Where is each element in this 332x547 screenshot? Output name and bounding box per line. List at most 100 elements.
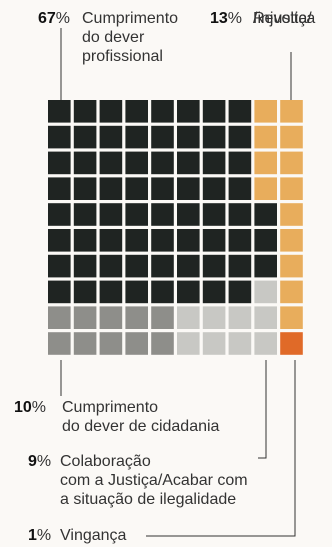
pct-vinganca: 1 — [28, 527, 37, 544]
waffle-cell-dever-profissional — [99, 151, 123, 175]
waffle-cell-colaboracao — [202, 306, 226, 329]
waffle-cell-dever-cidadania — [73, 332, 97, 355]
waffle-cell-dever-profissional — [177, 280, 200, 304]
waffle-cell-dever-profissional — [125, 254, 148, 278]
waffle-cell-revolta — [254, 125, 277, 149]
label-dever-cidadania: 10% Cumprimento do dever de cidadania — [14, 398, 314, 436]
waffle-cell-dever-profissional — [73, 229, 97, 252]
waffle-cell-colaboracao — [254, 306, 277, 329]
pct-dever-cidadania: 10 — [14, 399, 32, 416]
waffle-cell-dever-profissional — [48, 229, 71, 252]
waffle-cell-dever-profissional — [48, 280, 71, 304]
waffle-cell-dever-profissional — [177, 100, 200, 123]
waffle-cell-dever-profissional — [99, 100, 123, 123]
waffle-cell-dever-profissional — [177, 203, 200, 226]
waffle-cell-dever-profissional — [99, 203, 123, 226]
waffle-cell-dever-profissional — [99, 177, 123, 200]
waffle-cell-dever-profissional — [228, 280, 252, 304]
waffle-cell-dever-profissional — [228, 177, 252, 200]
pct-sign: % — [36, 453, 52, 470]
waffle-cell-dever-profissional — [202, 280, 226, 304]
waffle-cell-dever-profissional — [48, 125, 71, 149]
waffle-cell-dever-profissional — [125, 151, 148, 175]
waffle-cell-dever-profissional — [202, 125, 226, 149]
label-line: Cumprimento — [82, 10, 179, 27]
waffle-cell-colaboracao — [228, 332, 252, 355]
waffle-cell-dever-profissional — [125, 229, 148, 252]
label-line: com a Justiça/Acabar com — [60, 472, 248, 489]
waffle-cell-revolta — [254, 100, 277, 123]
waffle-cell-revolta — [280, 177, 303, 200]
waffle-cell-dever-profissional — [202, 254, 226, 278]
waffle-cell-dever-cidadania — [48, 306, 71, 329]
waffle-cell-revolta — [280, 280, 303, 304]
waffle-cell-dever-profissional — [202, 177, 226, 200]
label-line: profissional — [82, 48, 163, 65]
waffle-cell-vinganca — [280, 332, 303, 355]
waffle-cell-dever-profissional — [99, 125, 123, 149]
waffle-cell-dever-profissional — [73, 100, 97, 123]
waffle-cell-revolta — [280, 254, 303, 278]
waffle-cell-dever-profissional — [177, 229, 200, 252]
waffle-cell-dever-profissional — [228, 100, 252, 123]
pct-sign: % — [227, 10, 243, 27]
waffle-cell-dever-profissional — [202, 151, 226, 175]
waffle-cell-dever-profissional — [228, 254, 252, 278]
waffle-cell-dever-profissional — [48, 151, 71, 175]
waffle-cell-dever-profissional — [125, 177, 148, 200]
waffle-cell-dever-profissional — [99, 280, 123, 304]
waffle-cell-dever-profissional — [99, 229, 123, 252]
label-vinganca: 1% Vingança — [28, 526, 328, 545]
waffle-cell-dever-cidadania — [99, 306, 123, 329]
waffle-cell-revolta — [254, 151, 277, 175]
waffle-cell-revolta — [280, 306, 303, 329]
label-line: Vingança — [60, 527, 127, 544]
waffle-cell-dever-profissional — [73, 125, 97, 149]
pct-revolta: 13 — [210, 10, 228, 27]
waffle-cell-dever-cidadania — [73, 306, 97, 329]
waffle-cell-dever-profissional — [125, 125, 148, 149]
waffle-cell-dever-profissional — [202, 203, 226, 226]
label-colaboracao: 9% Colaboração com a Justiça/Acabar com … — [28, 452, 328, 509]
label-dever-profissional: 67% Cumprimento do dever profissional — [38, 9, 198, 66]
waffle-cell-dever-profissional — [99, 254, 123, 278]
waffle-cell-dever-profissional — [73, 203, 97, 226]
label-line: do dever — [82, 29, 145, 46]
waffle-cell-dever-profissional — [48, 254, 71, 278]
waffle-cell-colaboracao — [254, 332, 277, 355]
waffle-cell-dever-profissional — [177, 254, 200, 278]
waffle-cell-dever-profissional — [228, 125, 252, 149]
waffle-cell-dever-cidadania — [125, 306, 148, 329]
waffle-cell-dever-profissional — [125, 203, 148, 226]
waffle-cell-dever-profissional — [202, 100, 226, 123]
waffle-cell-dever-profissional — [73, 280, 97, 304]
waffle-cell-dever-profissional — [254, 254, 277, 278]
waffle-cell-colaboracao — [228, 306, 252, 329]
label-line: /injustiça — [253, 10, 316, 27]
label-line: do dever de cidadania — [62, 418, 220, 435]
waffle-cell-dever-profissional — [151, 280, 174, 304]
waffle-cell-dever-profissional — [48, 203, 71, 226]
waffle-cell-colaboracao — [202, 332, 226, 355]
waffle-cell-dever-profissional — [177, 151, 200, 175]
label-line: Revolta/ — [253, 10, 312, 27]
label-revolta: 13% Revolta/ /injustiça — [210, 9, 332, 28]
waffle-cell-colaboracao — [177, 306, 200, 329]
waffle-cell-dever-profissional — [177, 177, 200, 200]
waffle-cell-dever-profissional — [177, 125, 200, 149]
pct-dever-profissional: 67 — [38, 10, 56, 27]
waffle-cell-dever-profissional — [254, 203, 277, 226]
label-line: Cumprimento — [62, 399, 159, 416]
pct-colaboracao: 9 — [28, 453, 37, 470]
waffle-cell-dever-profissional — [48, 177, 71, 200]
leader-line-vinganca — [146, 360, 296, 537]
waffle-cell-dever-profissional — [151, 203, 174, 226]
waffle-cell-dever-profissional — [202, 229, 226, 252]
waffle-cell-dever-cidadania — [125, 332, 148, 355]
waffle-cell-dever-profissional — [228, 203, 252, 226]
waffle-cell-dever-profissional — [254, 229, 277, 252]
waffle-cell-revolta — [280, 203, 303, 226]
waffle-cell-dever-profissional — [73, 151, 97, 175]
waffle-cell-dever-profissional — [125, 100, 148, 123]
